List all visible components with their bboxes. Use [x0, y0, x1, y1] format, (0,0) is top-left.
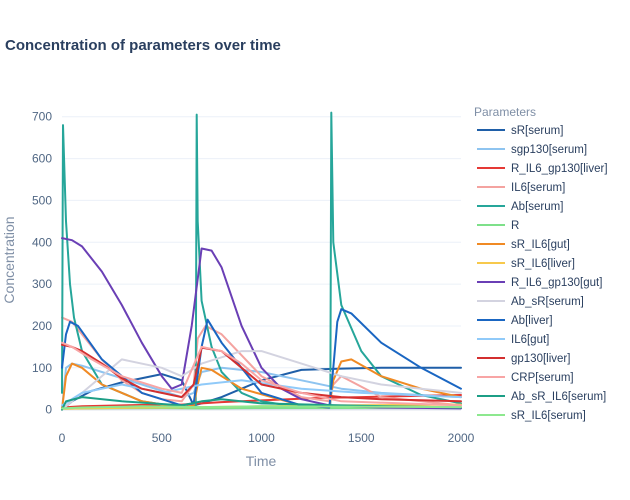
y-tick-label: 500 — [32, 193, 52, 207]
legend: Parameters sR[serum] sgp130[serum] R_IL6_g… — [474, 105, 608, 422]
legend-title: Parameters — [474, 105, 536, 119]
legend-label: Ab_sR_IL6[serum] — [511, 391, 606, 403]
y-axis-title: Concentration — [1, 216, 17, 303]
x-tick-label: 500 — [152, 431, 172, 445]
legend-label: R_IL6_gp130[liver] — [511, 163, 608, 175]
legend-item[interactable]: R — [477, 220, 519, 232]
series-line — [61, 343, 462, 403]
x-tick-labels: 0 500 1000 1500 2000 — [59, 431, 475, 445]
legend-item[interactable]: sR_IL6[liver] — [477, 258, 575, 270]
x-tick-label: 0 — [59, 431, 66, 445]
legend-label: sR[serum] — [511, 125, 563, 137]
x-axis-title: Time — [246, 453, 277, 469]
legend-item[interactable]: Ab[serum] — [477, 201, 563, 213]
legend-label: gp130[liver] — [511, 353, 570, 365]
legend-label: Ab[serum] — [511, 201, 563, 213]
legend-label: Ab_sR[serum] — [511, 296, 584, 308]
y-tick-label: 700 — [32, 110, 52, 124]
x-tick-label: 1500 — [348, 431, 375, 445]
legend-item[interactable]: Ab_sR_IL6[serum] — [477, 391, 606, 403]
series-line — [61, 237, 462, 410]
series-line — [61, 358, 462, 411]
legend-label: IL6[gut] — [511, 334, 549, 346]
series-line — [61, 405, 462, 410]
legend-item[interactable]: IL6[serum] — [477, 182, 565, 194]
legend-label: sR_IL6[gut] — [511, 239, 570, 251]
legend-item[interactable]: sgp130[serum] — [477, 144, 587, 156]
legend-item[interactable]: CRP[serum] — [477, 372, 574, 384]
legend-item[interactable]: Ab_sR[serum] — [477, 296, 584, 308]
legend-item[interactable]: sR_IL6[gut] — [477, 239, 570, 251]
legend-item[interactable]: R_IL6_gp130[gut] — [477, 277, 602, 289]
y-tick-label: 400 — [32, 235, 52, 249]
y-tick-label: 100 — [32, 361, 52, 375]
series-line — [61, 111, 462, 409]
legend-label: Ab[liver] — [511, 315, 553, 327]
y-tick-label: 200 — [32, 319, 52, 333]
series-lines — [61, 111, 462, 411]
chart-title: Concentration of parameters over time — [5, 37, 281, 54]
legend-item[interactable]: IL6[gut] — [477, 334, 549, 346]
legend-label: R — [511, 220, 519, 232]
legend-item[interactable]: R_IL6_gp130[liver] — [477, 163, 608, 175]
series-line — [61, 350, 462, 411]
legend-label: sR_IL6[serum] — [511, 410, 586, 422]
y-tick-label: 300 — [32, 277, 52, 291]
legend-label: sgp130[serum] — [511, 144, 587, 156]
legend-item[interactable]: sR[serum] — [477, 125, 563, 137]
series-line — [61, 396, 462, 411]
legend-label: CRP[serum] — [511, 372, 574, 384]
grid-lines — [62, 116, 461, 411]
y-tick-labels: 0 100 200 300 400 500 600 700 — [32, 110, 52, 417]
legend-label: R_IL6_gp130[gut] — [511, 277, 602, 289]
series-line — [61, 308, 462, 409]
x-tick-label: 1000 — [248, 431, 275, 445]
legend-item[interactable]: sR_IL6[serum] — [477, 410, 586, 422]
y-tick-label: 600 — [32, 152, 52, 166]
series-line — [61, 379, 462, 407]
legend-item[interactable]: gp130[liver] — [477, 353, 570, 365]
x-tick-label: 2000 — [448, 431, 475, 445]
legend-label: IL6[serum] — [511, 182, 565, 194]
series-line — [61, 341, 462, 407]
y-tick-label: 0 — [45, 403, 52, 417]
legend-label: sR_IL6[liver] — [511, 258, 575, 270]
legend-item[interactable]: Ab[liver] — [477, 315, 553, 327]
